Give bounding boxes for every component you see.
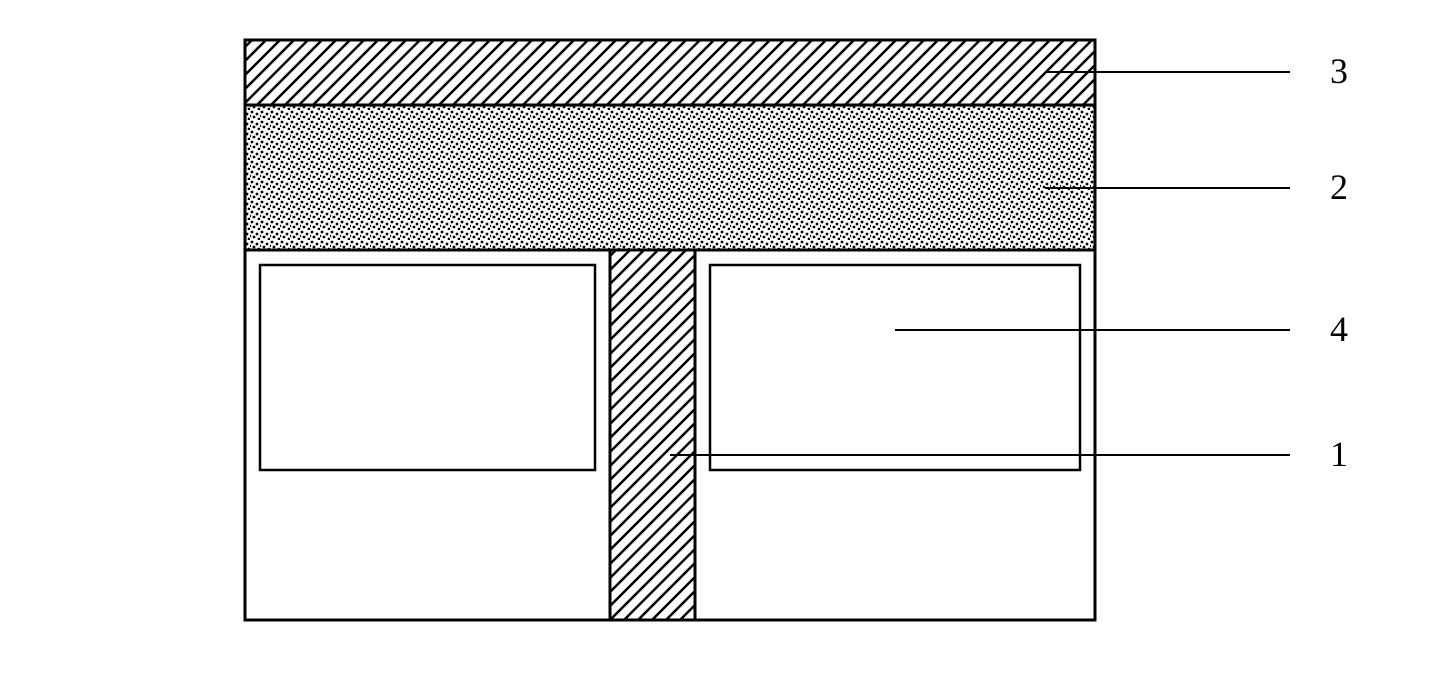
layer-1-center-pillar [610,250,695,620]
layer-3-top-hatch [245,40,1095,105]
diagram-svg [20,20,1454,662]
diagram-container: 3 2 4 1 [20,20,1454,662]
label-1: 1 [1330,433,1348,475]
label-4: 4 [1330,308,1348,350]
layer-2-stipple [245,105,1095,250]
label-3: 3 [1330,50,1348,92]
left-cavity [260,265,595,470]
layer-4-right-cavity [710,265,1080,470]
label-2: 2 [1330,166,1348,208]
